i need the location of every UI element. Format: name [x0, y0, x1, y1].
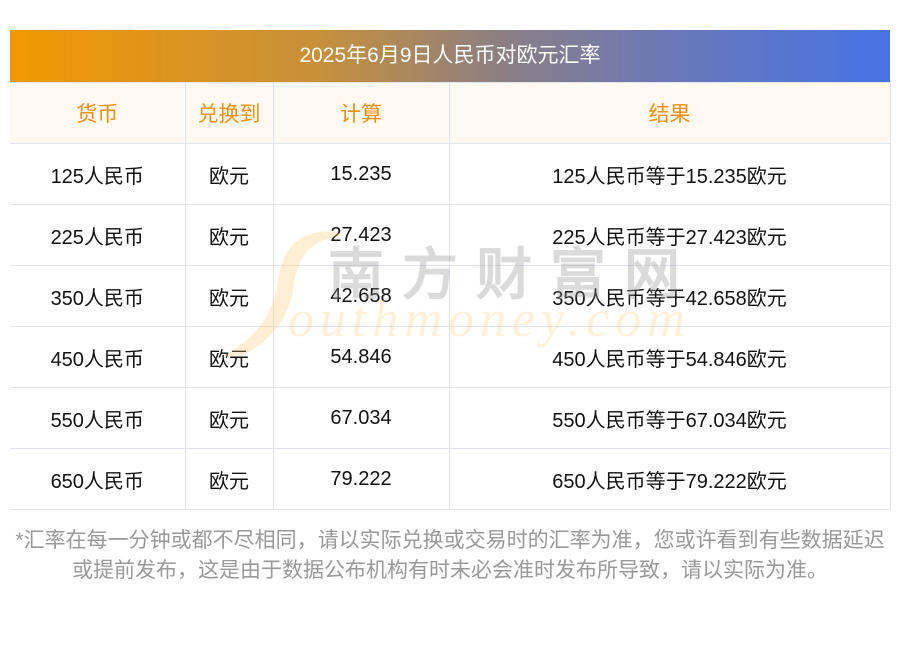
- cell-currency: 225人民币: [10, 204, 186, 266]
- cell-result: 450人民币等于54.846欧元: [448, 326, 891, 388]
- header-row: 货币 兑换到 计算 结果: [10, 82, 891, 144]
- header-convert-to: 兑换到: [184, 82, 274, 144]
- cell-convert-to: 欧元: [184, 448, 274, 510]
- cell-currency: 550人民币: [10, 387, 186, 449]
- cell-calculation: 42.658: [272, 265, 450, 327]
- cell-result: 650人民币等于79.222欧元: [448, 448, 891, 510]
- exchange-rate-table: 货币 兑换到 计算 结果 125人民币 欧元 15.235 125人民币等于15…: [10, 82, 891, 510]
- cell-currency: 450人民币: [10, 326, 186, 388]
- cell-calculation: 79.222: [272, 448, 450, 510]
- cell-result: 550人民币等于67.034欧元: [448, 387, 891, 449]
- table-row: 125人民币 欧元 15.235 125人民币等于15.235欧元: [10, 143, 891, 205]
- cell-calculation: 67.034: [272, 387, 450, 449]
- table-row: 350人民币 欧元 42.658 350人民币等于42.658欧元: [10, 265, 891, 327]
- header-currency: 货币: [10, 82, 186, 144]
- cell-result: 350人民币等于42.658欧元: [448, 265, 891, 327]
- cell-currency: 350人民币: [10, 265, 186, 327]
- header-calculation: 计算: [272, 82, 450, 144]
- cell-convert-to: 欧元: [184, 387, 274, 449]
- cell-result: 225人民币等于27.423欧元: [448, 204, 891, 266]
- cell-calculation: 54.846: [272, 326, 450, 388]
- cell-currency: 125人民币: [10, 143, 186, 205]
- rate-table-container: 2025年6月9日人民币对欧元汇率 货币 兑换到 计算 结果 125人民币 欧元…: [10, 30, 891, 510]
- table-row: 550人民币 欧元 67.034 550人民币等于67.034欧元: [10, 387, 891, 449]
- table-row: 450人民币 欧元 54.846 450人民币等于54.846欧元: [10, 326, 891, 388]
- cell-result: 125人民币等于15.235欧元: [448, 143, 891, 205]
- cell-currency: 650人民币: [10, 448, 186, 510]
- cell-calculation: 27.423: [272, 204, 450, 266]
- cell-calculation: 15.235: [272, 143, 450, 205]
- cell-convert-to: 欧元: [184, 326, 274, 388]
- header-result: 结果: [448, 82, 891, 144]
- table-row: 225人民币 欧元 27.423 225人民币等于27.423欧元: [10, 204, 891, 266]
- cell-convert-to: 欧元: [184, 265, 274, 327]
- table-row: 650人民币 欧元 79.222 650人民币等于79.222欧元: [10, 448, 891, 510]
- disclaimer-note: *汇率在每一分钟或都不尽相同，请以实际兑换或交易时的汇率为准，您或许看到有些数据…: [15, 529, 885, 582]
- table-title: 2025年6月9日人民币对欧元汇率: [10, 30, 890, 82]
- cell-convert-to: 欧元: [184, 143, 274, 205]
- cell-convert-to: 欧元: [184, 204, 274, 266]
